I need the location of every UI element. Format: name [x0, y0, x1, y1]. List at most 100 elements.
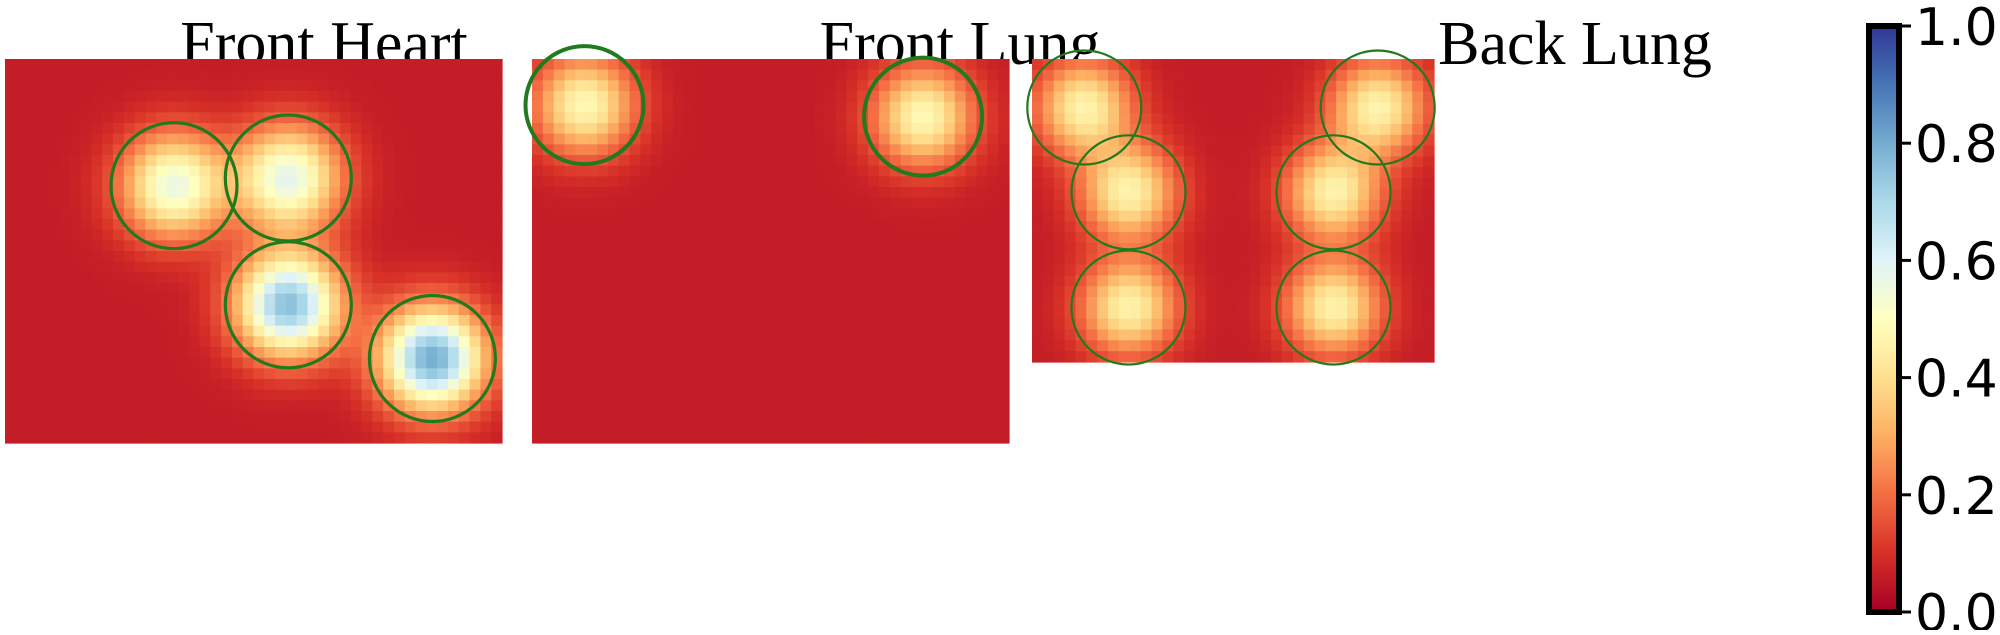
heatmap-cell: [1260, 113, 1272, 125]
heatmap-cell: [629, 304, 642, 316]
heatmap-cell: [1042, 253, 1055, 266]
heatmap-cell: [437, 293, 449, 305]
heatmap-cell: [221, 261, 233, 273]
heatmap-cell: [1238, 59, 1250, 71]
heatmap-cell: [597, 91, 609, 103]
heatmap-cell: [91, 368, 103, 380]
heatmap-cell: [770, 293, 782, 305]
heatmap-cell: [156, 187, 168, 199]
heatmap-cell: [770, 187, 782, 199]
heatmap-cell: [1129, 210, 1142, 222]
heatmap-cell: [1336, 188, 1348, 201]
heatmap-cell: [705, 112, 717, 124]
heatmap-cell: [1075, 134, 1087, 147]
heatmap-cell: [532, 272, 544, 284]
heatmap-cell: [69, 315, 82, 327]
heatmap-cell: [307, 283, 319, 295]
heatmap-cell: [846, 283, 858, 295]
heatmap-cell: [1412, 232, 1424, 244]
heatmap-cell: [1227, 59, 1240, 71]
heatmap-cell: [1347, 199, 1359, 212]
heatmap-cell: [458, 315, 471, 327]
heatmap-cell: [965, 304, 978, 316]
heatmap-cell: [803, 187, 815, 199]
heatmap-cell: [868, 368, 880, 380]
heatmap-cell: [1368, 221, 1381, 233]
heatmap-cell: [188, 176, 201, 188]
heatmap-cell: [480, 379, 492, 391]
heatmap-cell: [1249, 69, 1261, 82]
heatmap-cell: [1151, 178, 1163, 190]
heatmap-cell: [770, 283, 782, 295]
heatmap-cell: [640, 208, 652, 220]
heatmap-cell: [393, 219, 406, 231]
heatmap-cell: [1205, 329, 1218, 341]
heatmap-cell: [1205, 156, 1218, 168]
heatmap-cell: [1064, 351, 1077, 363]
heatmap-cell: [1423, 329, 1435, 341]
heatmap-cell: [943, 421, 956, 433]
heatmap-cell: [694, 112, 707, 124]
heatmap-cell: [781, 293, 793, 305]
heatmap-cell: [145, 80, 157, 92]
heatmap-cell: [1194, 167, 1207, 179]
heatmap-cell: [1260, 91, 1272, 103]
heatmap-cell: [1401, 134, 1413, 147]
heatmap-cell: [694, 347, 707, 359]
heatmap-cell: [705, 176, 717, 188]
heatmap-cell: [1075, 264, 1087, 277]
heatmap-cell: [458, 357, 471, 369]
heatmap-cell: [597, 411, 609, 423]
heatmap-cell: [1347, 253, 1359, 266]
heatmap-cell: [415, 133, 427, 145]
heatmap-cell: [933, 91, 945, 103]
heatmap-cell: [1249, 286, 1261, 298]
heatmap-cell: [1075, 145, 1087, 157]
heatmap-cell: [564, 101, 576, 113]
heatmap-cell: [1314, 253, 1326, 266]
heatmap-cell: [350, 69, 363, 81]
heatmap-cell: [15, 80, 28, 92]
heatmap-cell: [640, 112, 652, 124]
heatmap-cell: [80, 112, 93, 124]
heatmap-cell: [586, 69, 598, 81]
heatmap-cell: [781, 240, 793, 252]
heatmap-cell: [597, 283, 609, 295]
heatmap-cell: [167, 197, 179, 209]
heatmap-cell: [1271, 123, 1283, 136]
heatmap-cell: [1151, 264, 1163, 277]
heatmap-cell: [954, 165, 967, 177]
heatmap-cell: [285, 133, 298, 145]
heatmap-cell: [91, 197, 103, 209]
heatmap-cell: [922, 347, 934, 359]
heatmap-cell: [835, 293, 847, 305]
heatmap-cell: [5, 411, 17, 423]
heatmap-cell: [264, 411, 276, 423]
heatmap-cell: [683, 197, 696, 209]
heatmap-cell: [835, 347, 847, 359]
heatmap-cell: [900, 219, 913, 231]
heatmap-cell: [339, 59, 352, 71]
heatmap-cell: [350, 187, 363, 199]
heatmap-cell: [716, 421, 728, 433]
heatmap-cell: [1390, 253, 1402, 266]
heatmap-cell: [542, 197, 555, 209]
heatmap-cell: [835, 80, 847, 92]
heatmap-cell: [781, 123, 793, 135]
heatmap-cell: [1390, 188, 1402, 201]
heatmap-cell: [242, 197, 255, 209]
heatmap-cell: [415, 293, 427, 305]
heatmap-cell: [748, 315, 761, 327]
heatmap-cell: [683, 347, 696, 359]
heatmap-cell: [586, 197, 598, 209]
heatmap-cell: [69, 304, 82, 316]
heatmap-cell: [329, 379, 341, 391]
heatmap-cell: [824, 240, 837, 252]
heatmap-cell: [15, 251, 28, 263]
heatmap-cell: [447, 155, 460, 167]
heatmap-cell: [426, 336, 438, 348]
heatmap-cell: [553, 389, 566, 401]
heatmap-cell: [361, 325, 373, 337]
heatmap-cell: [922, 336, 934, 348]
heatmap-cell: [532, 112, 544, 124]
